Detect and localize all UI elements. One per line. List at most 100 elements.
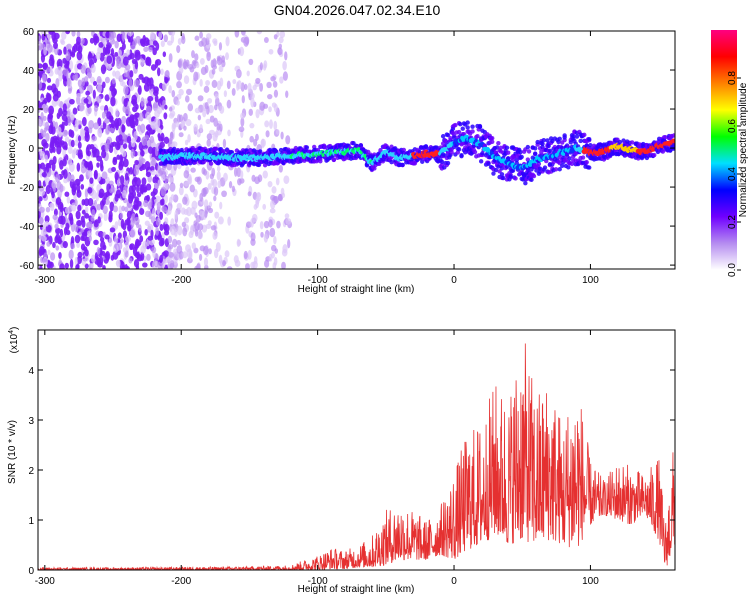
spectrogram-cell: [77, 45, 83, 54]
spectrogram-cell: [216, 171, 221, 181]
spectrogram-cell: [48, 202, 55, 208]
spectrogram-cell: [490, 139, 495, 145]
spectrogram-cell: [273, 120, 278, 131]
spectrogram-cell: [239, 177, 245, 184]
spectrogram-cell: [88, 51, 92, 59]
spectrogram-cell: [206, 51, 211, 62]
spectrogram-cell: [61, 31, 67, 40]
spectrogram-cell: [285, 135, 291, 145]
spectrogram-cell: [156, 233, 162, 241]
spectrogram-cell: [162, 82, 167, 91]
spectrogram-cell: [207, 220, 212, 226]
spectrogram-cell: [122, 247, 127, 253]
spectrogram-cell: [53, 208, 58, 217]
spectrogram-cell: [574, 134, 580, 139]
spectrogram-cell: [106, 55, 113, 64]
spectrogram-cell: [58, 251, 62, 260]
spectrogram-cell: [41, 138, 48, 147]
spectrogram-cell: [499, 166, 505, 171]
spectrogram-cell: [160, 237, 165, 246]
spectrogram-cell: [97, 230, 104, 238]
spectrogram-cell: [214, 130, 219, 138]
spectrogram-cell: [278, 36, 284, 44]
spectrogram-cell: [240, 117, 245, 127]
spectrogram-cell: [273, 89, 279, 98]
spectrogram-cell: [70, 130, 75, 139]
spectrogram-cell: [224, 250, 230, 258]
spectrogram-cell: [211, 79, 218, 89]
colorbar-tick-label: 0.0: [727, 263, 738, 277]
spectrogram-cell: [154, 117, 159, 126]
spectrogram-cell: [109, 227, 116, 233]
spectrogram-cell: [578, 138, 583, 144]
spectrogram-cell: [69, 258, 74, 269]
spectrogram-cell: [62, 148, 67, 157]
spectrogram-cell: [39, 264, 43, 269]
spectrogram-cell: [532, 146, 538, 151]
snr-panel: -300 -200 -100 0 100 0 1 2 3 4 Height of straight…: [7, 327, 676, 595]
spectrogram-cell: [482, 143, 488, 148]
spectrogram-cell: [132, 40, 137, 47]
spectrogram-cell: [135, 104, 139, 110]
spectrogram-cell: [148, 127, 153, 135]
spectrogram-cell: [134, 159, 140, 166]
spectrogram-cell: [51, 162, 56, 172]
spectrogram-cell: [207, 183, 212, 190]
spectrogram-cell: [164, 217, 169, 226]
snr-multiplier-exp: 4: [8, 330, 15, 334]
spectrogram-cell: [150, 170, 156, 176]
spectrogram-cell: [135, 35, 142, 44]
spectrogram-cell: [197, 95, 204, 102]
spectrogram-cell: [41, 130, 47, 138]
spectrogram-cell: [185, 119, 192, 127]
spectrogram-cell: [105, 191, 110, 198]
spectrogram-cell: [96, 95, 102, 104]
spectrogram-cell: [262, 63, 267, 71]
spectrogram-cell: [215, 96, 220, 107]
spectrogram-cell: [629, 140, 635, 145]
spectrogram-cell: [131, 178, 137, 187]
spectrogram-cell: [100, 64, 107, 75]
spectrogram-cell: [496, 140, 501, 146]
spectrogram-cell: [525, 157, 531, 162]
spectrogram-cell: [204, 102, 209, 110]
spectrogram-cell: [74, 234, 81, 244]
spectrogram-cell: [459, 153, 464, 159]
spectrogram-cell: [97, 83, 102, 94]
y-tick-label: -40: [20, 222, 35, 233]
spectrogram-cell: [122, 158, 129, 168]
spectrogram-cell: [460, 126, 465, 131]
spectrogram-cell: [83, 98, 89, 104]
spectrogram-cell: [101, 178, 106, 185]
snr-ylabel: SNR (10 * v/v): [7, 420, 18, 484]
spectrogram-cell: [110, 254, 115, 261]
spectrogram-cell: [260, 231, 264, 238]
spectrogram-cell: [176, 99, 180, 106]
spectrogram-cell: [69, 98, 75, 105]
spectrogram-cell: [331, 157, 337, 163]
spectrogram-cell: [97, 127, 102, 138]
spectrogram-cell: [184, 95, 190, 103]
spectrogram-cell: [139, 58, 145, 67]
spectrogram-cell: [243, 36, 249, 47]
spectrogram-cell: [176, 80, 182, 89]
spectrogram-cell: [180, 207, 186, 215]
spectrogram-cell: [198, 253, 203, 261]
spectrogram-cell: [110, 48, 115, 57]
spectrogram-cell: [287, 239, 291, 249]
spectrogram-cell: [185, 244, 192, 253]
spectrogram-cell: [70, 139, 75, 148]
spectrogram-cell: [233, 167, 238, 177]
spectrogram-cell: [240, 112, 245, 120]
spectrogram-cell: [188, 251, 193, 261]
spectrogram-cell: [249, 122, 255, 129]
spectrogram-cell: [63, 129, 68, 136]
spectrogram-cell: [250, 92, 255, 100]
spectrogram-cell: [240, 170, 244, 180]
spectrogram-cell: [159, 223, 164, 232]
spectrogram-cell: [440, 134, 446, 139]
spectrogram-cell: [116, 117, 122, 127]
spectrogram-cell: [168, 113, 175, 119]
